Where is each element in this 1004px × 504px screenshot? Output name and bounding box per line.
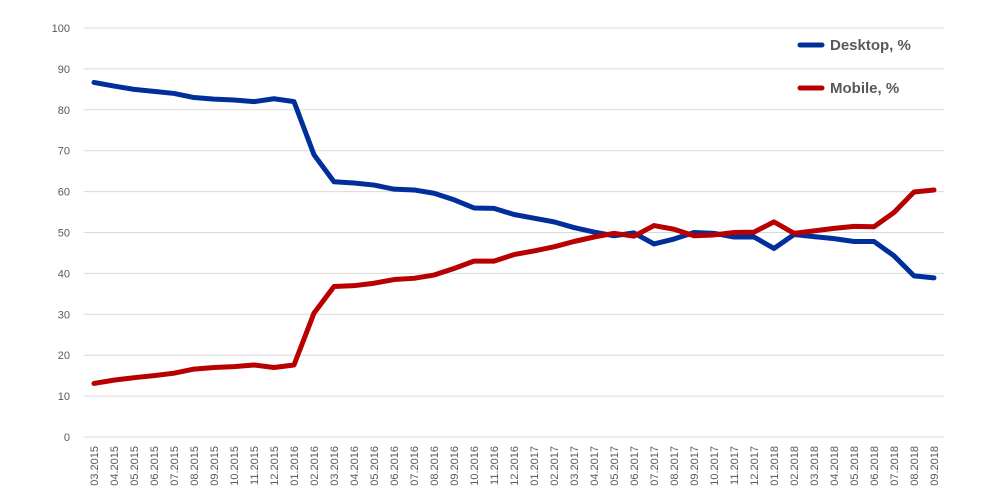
y-tick-label: 90 <box>58 64 70 76</box>
x-tick-label: 12.2015 <box>269 446 281 486</box>
x-tick-label: 04.2018 <box>829 446 841 486</box>
legend: Desktop, % Mobile, % <box>797 37 911 97</box>
x-tick-label: 07.2016 <box>409 446 421 486</box>
x-tick-label: 10.2015 <box>229 446 241 486</box>
y-tick-label: 100 <box>52 23 70 35</box>
x-tick-label: 01.2016 <box>289 446 301 486</box>
x-tick-label: 06.2016 <box>389 446 401 486</box>
x-tick-label: 07.2018 <box>889 446 901 486</box>
y-tick-label: 20 <box>58 350 70 362</box>
x-tick-label: 03.2017 <box>569 446 581 486</box>
x-tick-label: 09.2015 <box>209 446 221 486</box>
x-tick-label: 09.2016 <box>449 446 461 486</box>
y-tick-label: 0 <box>64 432 70 444</box>
y-axis-ticks: 0 10 20 30 40 50 60 70 80 90 100 <box>52 23 70 444</box>
x-tick-label: 11.2016 <box>489 446 501 485</box>
legend-label-desktop: Desktop, % <box>830 37 911 54</box>
x-axis-ticks: 03.2015 04.2015 05.2015 06.2015 07.2015 08.20… <box>89 446 941 486</box>
x-tick-label: 07.2017 <box>649 446 661 486</box>
x-tick-label: 03.2016 <box>329 446 341 486</box>
x-tick-label: 02.2017 <box>549 446 561 486</box>
x-tick-label: 03.2015 <box>89 446 101 486</box>
legend-label-mobile: Mobile, % <box>830 80 899 97</box>
x-tick-label: 06.2017 <box>629 446 641 486</box>
x-tick-label: 02.2018 <box>789 446 801 486</box>
x-tick-label: 06.2018 <box>869 446 881 486</box>
x-tick-label: 11.2015 <box>249 446 261 485</box>
x-tick-label: 01.2017 <box>529 446 541 486</box>
x-tick-label: 05.2018 <box>849 446 861 486</box>
x-tick-label: 01.2018 <box>769 446 781 486</box>
x-tick-label: 09.2018 <box>929 446 941 486</box>
series-line-desktop <box>91 79 937 281</box>
x-tick-label: 05.2016 <box>369 446 381 486</box>
series-line-mobile <box>91 187 937 386</box>
y-tick-label: 50 <box>58 228 70 240</box>
x-tick-label: 08.2015 <box>189 446 201 486</box>
x-tick-label: 06.2015 <box>149 446 161 486</box>
x-tick-label: 05.2015 <box>129 446 141 486</box>
x-tick-label: 10.2016 <box>469 446 481 486</box>
x-tick-label: 11.2017 <box>729 446 741 485</box>
y-tick-label: 40 <box>58 268 70 280</box>
x-tick-label: 08.2018 <box>909 446 921 486</box>
x-tick-label: 09.2017 <box>689 446 701 486</box>
y-tick-label: 60 <box>58 187 70 199</box>
gridlines <box>84 27 944 438</box>
y-tick-label: 30 <box>58 309 70 321</box>
y-tick-label: 10 <box>58 391 70 403</box>
series-lines <box>91 79 937 386</box>
x-tick-label: 08.2016 <box>429 446 441 486</box>
y-tick-label: 80 <box>58 105 70 117</box>
x-tick-label: 12.2016 <box>509 446 521 486</box>
x-tick-label: 07.2015 <box>169 446 181 486</box>
x-tick-label: 05.2017 <box>609 446 621 486</box>
x-tick-label: 04.2017 <box>589 446 601 486</box>
x-tick-label: 08.2017 <box>669 446 681 486</box>
x-tick-label: 02.2016 <box>309 446 321 486</box>
y-tick-label: 70 <box>58 146 70 158</box>
x-tick-label: 03.2018 <box>809 446 821 486</box>
x-tick-label: 12.2017 <box>749 446 761 486</box>
x-tick-label: 04.2016 <box>349 446 361 486</box>
x-tick-label: 10.2017 <box>709 446 721 486</box>
x-tick-label: 04.2015 <box>109 446 121 486</box>
